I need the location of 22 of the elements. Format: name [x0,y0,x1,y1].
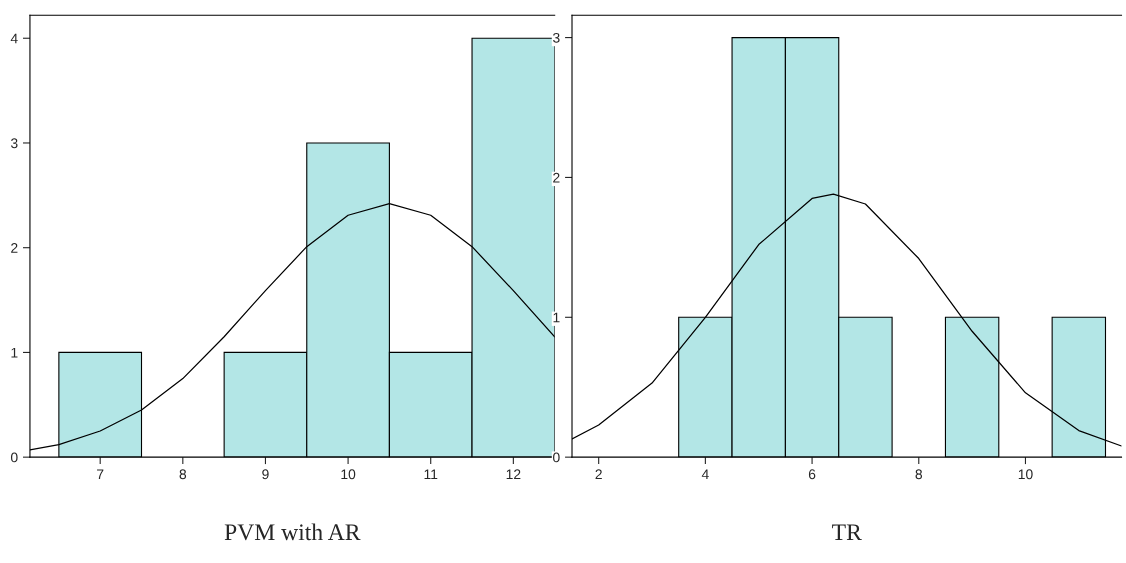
x-axis-title: TR [832,524,862,540]
x-tick-label: 7 [97,469,104,480]
x-tick-label: 2 [595,469,602,480]
y-tick-label: 2 [11,243,18,253]
x-tick-label: 4 [701,469,709,480]
x-tick-label: 8 [179,469,187,480]
y-tick-label: 0 [10,452,18,463]
y-tick-label: 1 [11,347,18,358]
x-tick-label: 11 [424,469,438,480]
x-tick-label: 12 [506,469,521,480]
x-tick-label: 8 [915,469,923,480]
y-tick-label: 3 [553,32,560,43]
x-tick-label: 6 [808,469,816,480]
x-tick-label: 10 [341,469,356,480]
y-tick-label: 0 [553,452,560,463]
x-axis-title: PVM with AR [224,523,361,541]
x-tick-label: 9 [262,469,269,480]
y-tick-label: 3 [10,138,18,149]
y-tick-label: 4 [10,33,18,44]
y-tick-label: 2 [553,172,560,183]
y-tick-label: 1 [553,312,560,323]
x-tick-label: 10 [1018,469,1033,480]
